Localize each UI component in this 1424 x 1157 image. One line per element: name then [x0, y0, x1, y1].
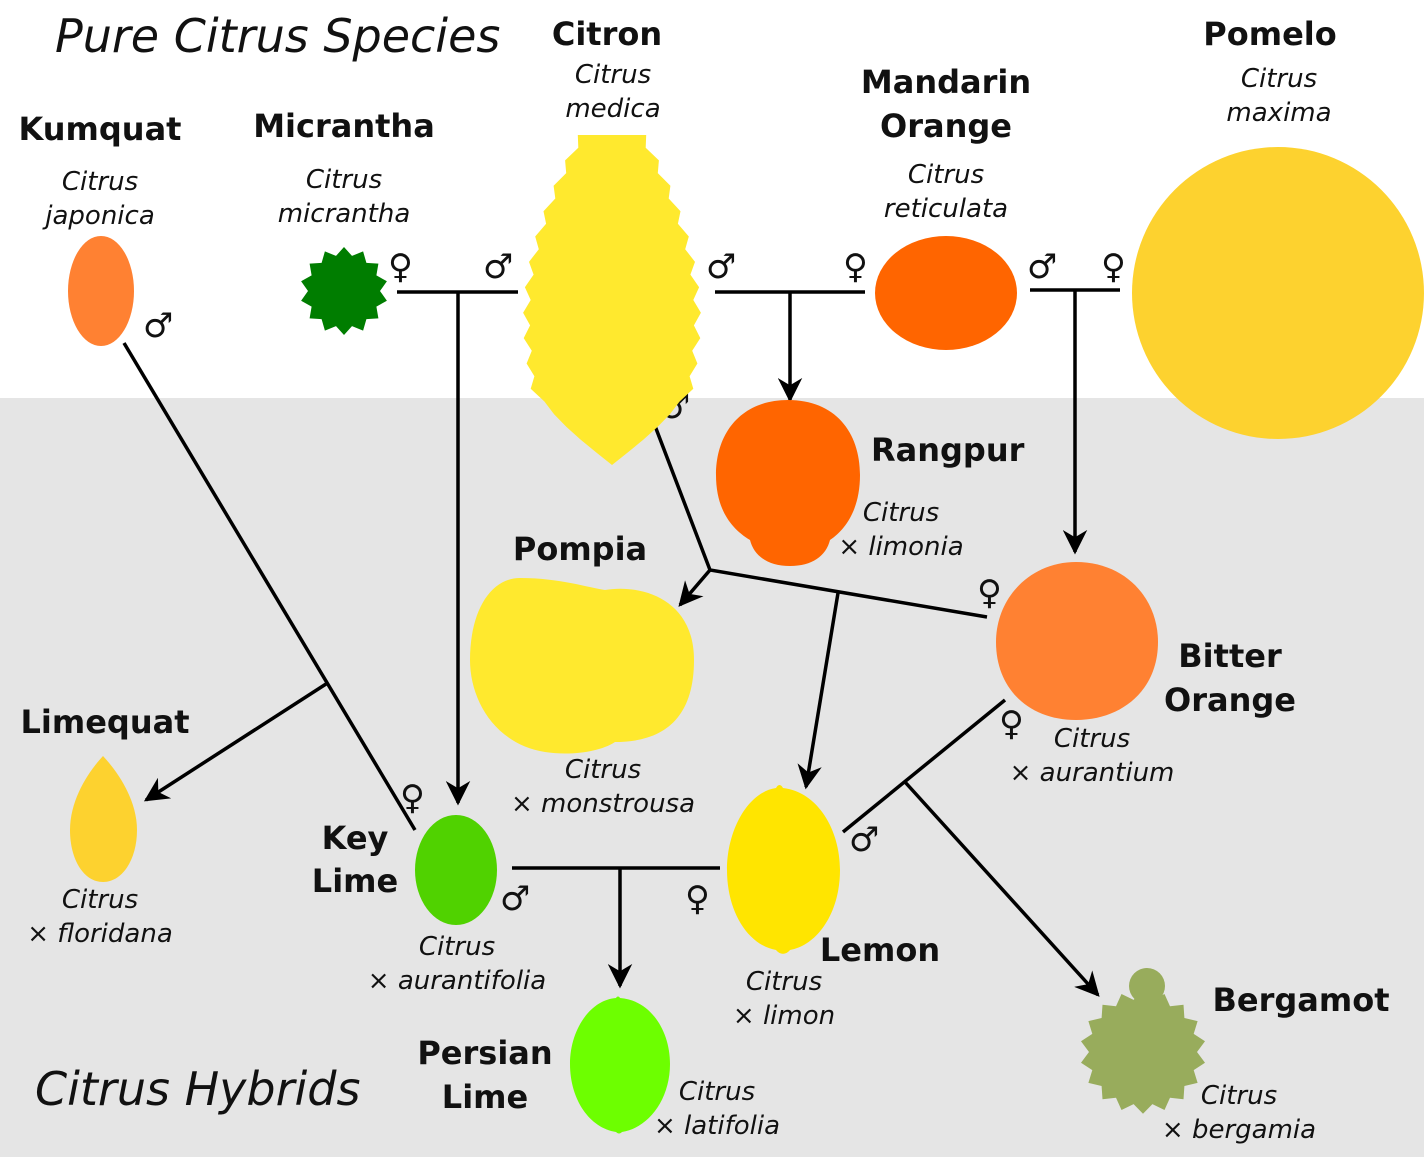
pomelo-fruit-icon [1132, 147, 1424, 439]
micrantha-fruit-icon [301, 247, 387, 335]
cross-bar-kumquat-keylime [122, 342, 417, 831]
bergamot-stem-icon [1129, 968, 1165, 1004]
fruit-name: Persian [417, 1034, 552, 1072]
female-symbol: ♀ [999, 704, 1024, 744]
fruit-scientific-name: × aurantifolia [368, 966, 546, 996]
fruit-labels: Kumquat Citrus japonica Micrantha Citrus… [19, 15, 1390, 1145]
bitter-orange-fruit-icon [996, 562, 1158, 720]
male-symbol: ♂ [483, 247, 513, 287]
arrow-to-pompia [678, 568, 712, 607]
female-symbol: ♀ [685, 879, 710, 919]
hybrid-region-background [0, 398, 1424, 1157]
female-symbol: ♀ [977, 573, 1002, 613]
fruit-name: Bitter [1178, 637, 1282, 675]
male-symbol: ♂ [1027, 247, 1057, 287]
fruit-name: Pompia [513, 530, 647, 568]
fruit-name: Pomelo [1203, 15, 1336, 53]
kumquat-fruit-icon [68, 236, 134, 346]
fruit-scientific-name: Citrus [419, 932, 495, 962]
male-symbol: ♂ [849, 820, 879, 860]
fruit-scientific-name: Citrus [1201, 1081, 1277, 1111]
fruit-name: Lime [312, 862, 398, 900]
fruit-scientific-name: Citrus [679, 1077, 755, 1107]
fruit-scientific-name: medica [565, 94, 660, 124]
fruit-scientific-name: Citrus [746, 967, 822, 997]
female-symbol: ♀ [388, 247, 413, 287]
fruit-name: Rangpur [871, 431, 1025, 469]
fruit-scientific-name: Citrus [1054, 724, 1130, 754]
male-symbol: ♂ [706, 247, 736, 287]
fruit-name: Mandarin [861, 63, 1031, 101]
fruit-scientific-name: × bergamia [1162, 1115, 1316, 1145]
fruit-scientific-name: Citrus [565, 755, 641, 785]
fruit-scientific-name: × limonia [838, 532, 963, 562]
arrow-to-bergamot [903, 780, 1100, 997]
female-symbol: ♀ [1101, 247, 1126, 287]
fruit-name: Orange [1164, 681, 1296, 719]
fruit-scientific-name: Citrus [863, 498, 939, 528]
fruit-scientific-name: micrantha [278, 199, 411, 229]
citron-fruit-icon [523, 135, 701, 465]
fruit-scientific-name: × latifolia [654, 1111, 780, 1141]
fruit-scientific-name: Citrus [62, 885, 138, 915]
arrow-to-lemon [797, 592, 840, 790]
fruit-scientific-name: × floridana [27, 919, 173, 949]
fruit-name: Micrantha [253, 107, 435, 145]
fruit-scientific-name: Citrus [908, 160, 984, 190]
fruit-scientific-name: reticulata [884, 194, 1008, 224]
fruit-scientific-name: × limon [733, 1001, 835, 1031]
fruit-scientific-name: Citrus [62, 167, 138, 197]
fruit-name: Limequat [21, 703, 190, 741]
bergamot-fruit-icon [1081, 990, 1205, 1114]
fruit-name: Bergamot [1213, 981, 1390, 1019]
female-symbol: ♀ [843, 247, 868, 287]
limequat-fruit-icon [70, 756, 137, 882]
fruit-name: Citron [552, 15, 662, 53]
female-symbol: ♀ [400, 778, 425, 818]
lemon-fruit-icon [727, 785, 840, 954]
mandarin-fruit-icon [875, 236, 1017, 350]
persian-lime-fruit-icon [570, 996, 670, 1134]
fruit-name: Lime [442, 1078, 528, 1116]
arrow-to-limequat [143, 682, 327, 802]
fruit-name: Kumquat [19, 110, 182, 148]
pompia-fruit-icon [470, 578, 694, 754]
fruit-scientific-name: Citrus [306, 165, 382, 195]
section-title-hybrids: Citrus Hybrids [35, 1062, 360, 1116]
key-lime-fruit-icon [415, 815, 497, 925]
section-title-pure: Pure Citrus Species [55, 9, 500, 63]
fruit-shapes [68, 135, 1424, 1134]
male-symbol: ♂ [143, 306, 173, 346]
fruit-scientific-name: × monstrousa [511, 789, 695, 819]
fruit-scientific-name: × aurantium [1010, 758, 1175, 788]
sex-symbols: ♂ ♀ ♂ ♂ ♀ ♂ ♀ ♂ ♀ ♀ ♀ ♂ ♂ ♀ [143, 247, 1126, 919]
fruit-name: Key [322, 819, 389, 857]
male-symbol: ♂ [500, 879, 530, 919]
fruit-scientific-name: maxima [1226, 98, 1331, 128]
fruit-name: Lemon [820, 931, 940, 969]
fruit-name: Orange [880, 107, 1012, 145]
fruit-scientific-name: Citrus [575, 60, 651, 90]
fruit-scientific-name: japonica [42, 201, 155, 231]
rangpur-fruit-icon [716, 400, 860, 566]
cross-bar-bitter-lemon [841, 698, 1007, 834]
lineage-lines [122, 288, 1120, 997]
fruit-scientific-name: Citrus [1241, 64, 1317, 94]
